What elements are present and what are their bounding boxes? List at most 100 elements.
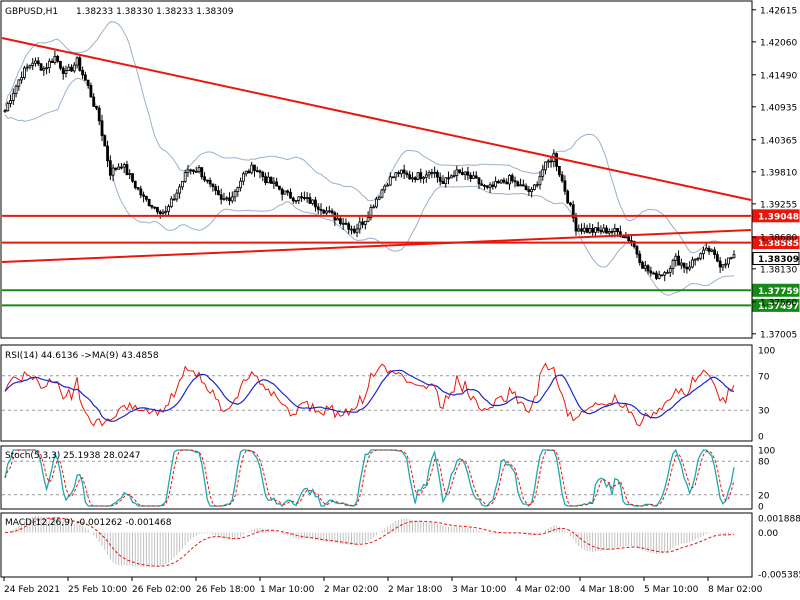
candle-body (341, 222, 345, 225)
candle-body (300, 196, 303, 199)
candle-body (20, 77, 24, 81)
candle-body (50, 60, 54, 63)
candle-body (361, 221, 364, 225)
stoch-tick-label: 80 (758, 458, 770, 468)
candle-body (200, 167, 204, 178)
candle-body (358, 221, 362, 230)
candle-body (693, 258, 697, 261)
candle-body (660, 274, 664, 277)
candle-body (89, 85, 93, 98)
candle-body (39, 63, 43, 71)
candle-body (314, 199, 317, 208)
macd-tick-label: 0.001888 (758, 515, 800, 525)
candle-body (588, 228, 592, 233)
candle-body (289, 191, 292, 199)
candle-body (3, 110, 7, 113)
candle-body (36, 60, 40, 65)
candle-body (483, 185, 486, 187)
candle-body (541, 169, 545, 177)
candle-body (197, 167, 201, 173)
candle-body (505, 181, 509, 185)
candle-body (375, 198, 378, 208)
candle-body (144, 195, 148, 200)
candle-body (211, 183, 215, 188)
candle-body (416, 172, 420, 180)
candle-body (666, 271, 669, 274)
candle-body (463, 171, 467, 175)
y-tick-label: 1.41490 (760, 71, 797, 81)
candle-body (582, 227, 586, 232)
candle-body (441, 180, 445, 185)
candle-body (566, 190, 570, 204)
time-tick-label: 24 Feb 2021 (4, 585, 60, 595)
level-tag-box (752, 283, 800, 297)
candle-body (569, 202, 572, 206)
candle-body (286, 190, 290, 193)
candle-body (369, 207, 373, 218)
level-tag-box (752, 298, 800, 312)
candle-body (549, 160, 553, 163)
resistance-trendline (1, 37, 752, 201)
candle-body (350, 228, 353, 231)
candle-body (122, 164, 126, 168)
candle-body (436, 171, 439, 178)
candle-body (319, 208, 323, 211)
candle-body (86, 79, 90, 86)
candle-body (327, 210, 331, 213)
candle-body (278, 185, 281, 190)
candle-body (6, 103, 10, 112)
candle-body (175, 192, 179, 200)
candle-body (322, 210, 326, 214)
level-tag-label: 1.37759 (758, 287, 799, 297)
candle-body (508, 175, 511, 185)
candle-body (125, 164, 129, 175)
candle-body (308, 197, 312, 204)
y-tick-label: 1.38130 (760, 265, 797, 275)
stoch-main-line (4, 448, 735, 507)
time-tick-label: 4 Mar 18:00 (580, 585, 635, 595)
candle-body (64, 70, 68, 74)
candle-body (352, 228, 356, 233)
candle-body (677, 255, 680, 266)
time-tick-label: 25 Feb 10:00 (68, 585, 127, 595)
candle-body (607, 231, 611, 234)
candle-body (707, 247, 711, 252)
candle-body (59, 60, 62, 69)
candle-body (596, 227, 600, 231)
candle-body (433, 171, 437, 174)
rsi-pane[interactable] (0, 344, 753, 442)
candle-body (239, 180, 243, 189)
candle-body (632, 240, 636, 247)
price-axis: 1.39048 1.38585 1.38309 1.37759 1.37497 1.426… (3, 6, 800, 595)
candle-body (120, 166, 123, 169)
macd-pane[interactable] (0, 512, 753, 578)
candle-body (17, 79, 21, 87)
candle-body (388, 176, 392, 186)
candle-body (136, 187, 140, 190)
candle-body (302, 197, 306, 199)
y-tick-label: 1.42615 (760, 6, 797, 16)
candle-body (641, 262, 644, 269)
candle-body (555, 153, 559, 167)
candle-body (533, 184, 536, 190)
candle-body (150, 205, 154, 208)
level-tag-label: 1.37497 (758, 302, 799, 312)
candle-body (546, 160, 550, 163)
rsi-tick-label: 30 (758, 407, 770, 417)
candle-body (571, 204, 575, 219)
candle-body (502, 179, 506, 183)
candle-body (316, 206, 320, 210)
level-tag: 1.38309 (752, 252, 800, 265)
candle-body (255, 170, 259, 172)
candle-body (635, 246, 639, 255)
candle-body (233, 191, 237, 198)
stoch-label: Stoch(5,3,3) 25.1938 28.0247 (5, 451, 140, 461)
candle-body (261, 171, 265, 178)
candle-body (269, 176, 273, 184)
candle-body (67, 66, 71, 72)
candle-body (264, 176, 267, 184)
candle-body (380, 189, 384, 198)
candle-body (178, 186, 182, 194)
candle-body (527, 189, 531, 193)
